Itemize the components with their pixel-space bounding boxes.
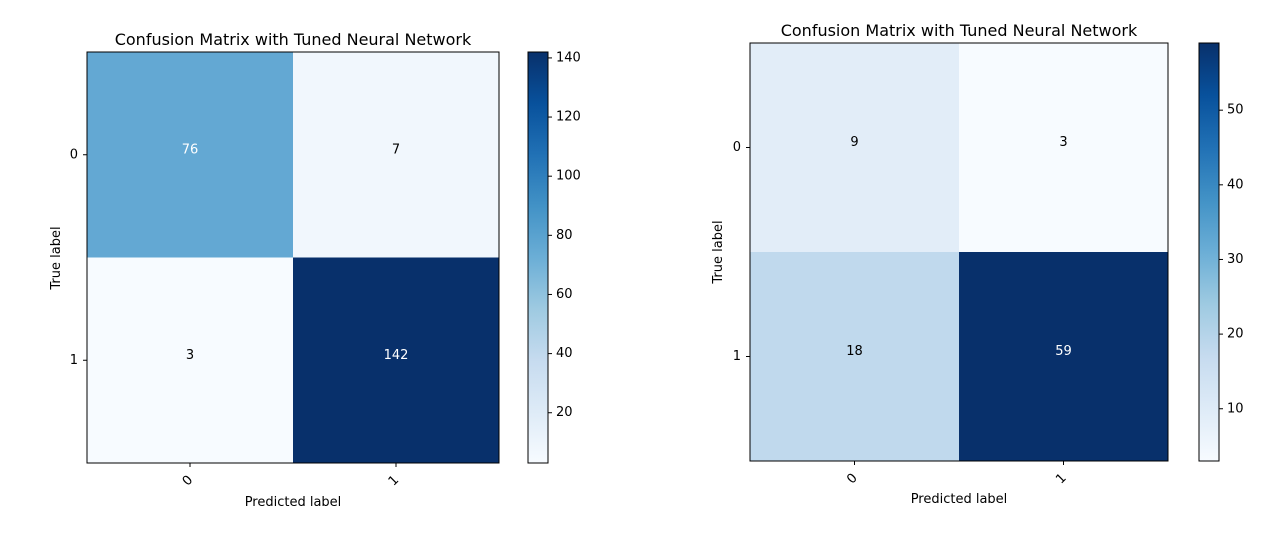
chart-title: Confusion Matrix with Tuned Neural Netwo…	[115, 30, 472, 49]
colorbar-tick-label: 20	[1227, 327, 1244, 342]
matrix-cell	[750, 43, 960, 253]
plot-frame	[749, 42, 1169, 462]
colorbar: 20 40 60 80 100 120 140	[527, 50, 581, 464]
colorbar-tick-label: 30	[1227, 252, 1244, 267]
matrix-cells: 76 7 3 142	[87, 52, 500, 464]
cell-value-label: 3	[1059, 135, 1067, 150]
y-ticks: 01	[70, 147, 87, 368]
colorbar-tick-label: 100	[556, 169, 581, 184]
y-ticks: 01	[733, 140, 750, 364]
matrix-cell	[959, 252, 1169, 462]
y-tick-label: 1	[70, 353, 78, 368]
colorbar-tick-label: 40	[1227, 177, 1244, 192]
cell-value-label: 9	[850, 135, 858, 150]
colorbar: 10 20 30 40 50	[1198, 42, 1244, 462]
confusion-matrix-left: Confusion Matrix with Tuned Neural Netwo…	[49, 30, 581, 510]
x-tick-label: 0	[844, 471, 860, 487]
matrix-cell	[293, 52, 500, 258]
colorbar-gradient	[527, 51, 549, 464]
chart-title: Confusion Matrix with Tuned Neural Netwo…	[781, 21, 1138, 40]
y-axis-label: True label	[49, 226, 64, 290]
y-axis-label: True label	[711, 220, 726, 284]
cell-value-label: 3	[186, 348, 194, 363]
matrix-cell	[959, 43, 1169, 253]
matrix-cell	[293, 257, 500, 464]
colorbar-tick-label: 40	[556, 346, 573, 361]
matrix-cells: 9 3 18 59	[750, 43, 1169, 462]
x-axis-label: Predicted label	[245, 495, 342, 510]
colorbar-gradient	[1198, 42, 1220, 462]
matrix-cell	[87, 257, 294, 464]
matrix-cell	[87, 52, 294, 258]
colorbar-tick-label: 80	[556, 228, 573, 243]
cell-value-label: 7	[392, 142, 400, 157]
y-tick-label: 0	[733, 140, 741, 155]
matrix-cell	[750, 252, 960, 462]
x-tick-label: 1	[386, 473, 402, 489]
cell-value-label: 18	[846, 344, 863, 359]
cell-value-label: 59	[1055, 344, 1072, 359]
cell-value-label: 142	[384, 348, 409, 363]
confusion-matrix-right: Confusion Matrix with Tuned Neural Netwo…	[711, 21, 1244, 507]
colorbar-tick-label: 140	[556, 50, 581, 65]
colorbar-tick-label: 20	[556, 405, 573, 420]
x-tick-label: 1	[1053, 471, 1069, 487]
x-axis-label: Predicted label	[911, 492, 1008, 507]
y-tick-label: 1	[733, 349, 741, 364]
colorbar-tick-label: 120	[556, 110, 581, 125]
colorbar-tick-label: 10	[1227, 401, 1244, 416]
colorbar-tick-label: 60	[556, 287, 573, 302]
cell-value-label: 76	[182, 142, 199, 157]
plot-frame	[86, 51, 500, 464]
colorbar-tick-label: 50	[1227, 103, 1244, 118]
y-tick-label: 0	[70, 147, 78, 162]
x-tick-label: 0	[180, 473, 196, 489]
